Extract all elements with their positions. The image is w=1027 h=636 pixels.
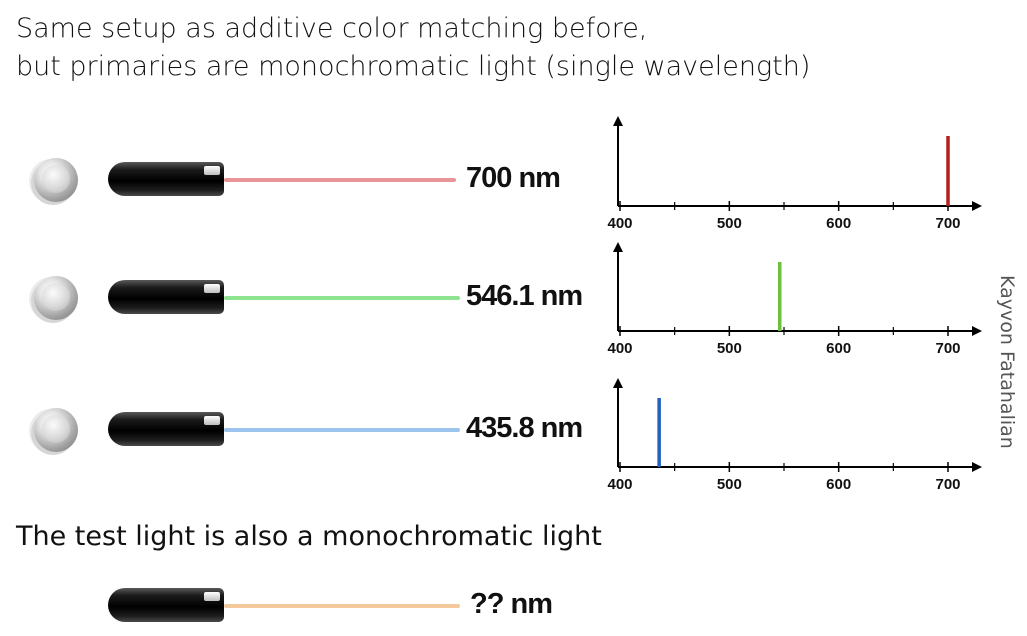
test-light-caption: The test light is also a monochromatic l… xyxy=(16,521,602,552)
tick-label: 700 xyxy=(935,215,960,232)
tick-label: 400 xyxy=(607,340,632,357)
tick-label: 400 xyxy=(607,215,632,232)
slide-heading: Same setup as additive color matching be… xyxy=(16,10,810,86)
x-axis-arrow xyxy=(972,326,982,336)
primary-light-red: 700 nm xyxy=(0,150,600,210)
tick-label: 500 xyxy=(717,215,742,232)
tick-label: 700 xyxy=(935,340,960,357)
knob-icon xyxy=(34,276,78,320)
wavelength-label: 435.8 nm xyxy=(466,412,583,444)
x-axis-arrow xyxy=(972,201,982,211)
laser-icon xyxy=(108,588,224,622)
tick-label: 400 xyxy=(607,476,632,493)
laser-icon xyxy=(108,162,224,196)
y-axis-arrow xyxy=(613,116,623,126)
laser-icon xyxy=(108,280,224,314)
light-beam xyxy=(224,428,460,432)
tick-label: 600 xyxy=(826,476,851,493)
heading-line-2: but primaries are monochromatic light (s… xyxy=(16,51,811,82)
test-light: ?? nm xyxy=(0,576,600,636)
wavelength-label: 546.1 nm xyxy=(466,280,583,312)
light-beam xyxy=(224,178,456,182)
laser-icon xyxy=(108,412,224,446)
y-axis-arrow xyxy=(613,378,623,388)
tick-label: 600 xyxy=(826,340,851,357)
primary-light-blue: 435.8 nm xyxy=(0,400,600,460)
tick-label: 700 xyxy=(935,476,960,493)
light-beam xyxy=(224,604,460,608)
tick-label: 600 xyxy=(826,215,851,232)
author-credit: Kayvon Fatahalian xyxy=(996,275,1018,449)
light-beam xyxy=(224,296,460,300)
wavelength-label: 700 nm xyxy=(466,162,561,194)
test-wavelength-label: ?? nm xyxy=(470,588,553,620)
heading-line-1: Same setup as additive color matching be… xyxy=(16,13,648,44)
knob-icon xyxy=(34,408,78,452)
tick-label: 500 xyxy=(717,340,742,357)
knob-icon xyxy=(34,158,78,202)
tick-label: 500 xyxy=(717,476,742,493)
y-axis-arrow xyxy=(613,242,623,252)
primary-light-green: 546.1 nm xyxy=(0,268,600,328)
x-axis-arrow xyxy=(972,462,982,472)
